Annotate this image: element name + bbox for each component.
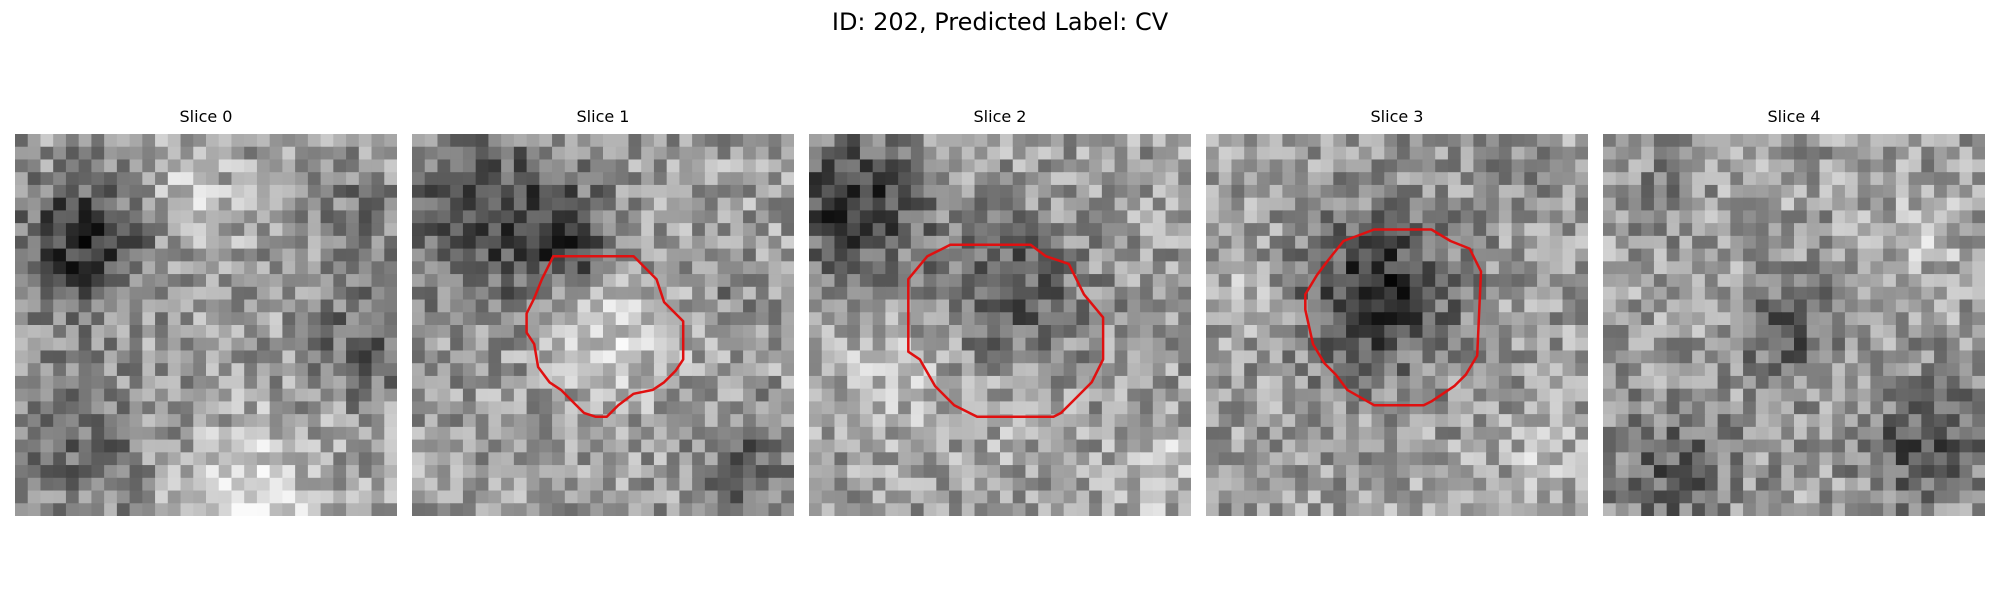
figure-title: ID: 202, Predicted Label: CV: [831, 8, 1169, 36]
slice-title-2: Slice 2: [973, 107, 1027, 126]
slice-title-0: Slice 0: [179, 107, 233, 126]
slice-panel-3: Slice 3: [1206, 107, 1588, 516]
slice-image-2: [809, 134, 1191, 516]
slice-image-1: [412, 134, 794, 516]
slice-image-0: [15, 134, 397, 516]
slice-title-4: Slice 4: [1767, 107, 1821, 126]
slice-panel-1: Slice 1: [412, 107, 794, 516]
roi-contour-2: [907, 243, 1105, 418]
slice-image-3: [1206, 134, 1588, 516]
slice-panel-2: Slice 2: [809, 107, 1191, 516]
slice-panel-0: Slice 0: [15, 107, 397, 516]
roi-contour-1: [525, 254, 685, 418]
slice-title-3: Slice 3: [1370, 107, 1424, 126]
slice-image-4: [1603, 134, 1985, 516]
slice-title-1: Slice 1: [576, 107, 630, 126]
slice-panel-4: Slice 4: [1603, 107, 1985, 516]
roi-contour-3: [1304, 228, 1483, 407]
